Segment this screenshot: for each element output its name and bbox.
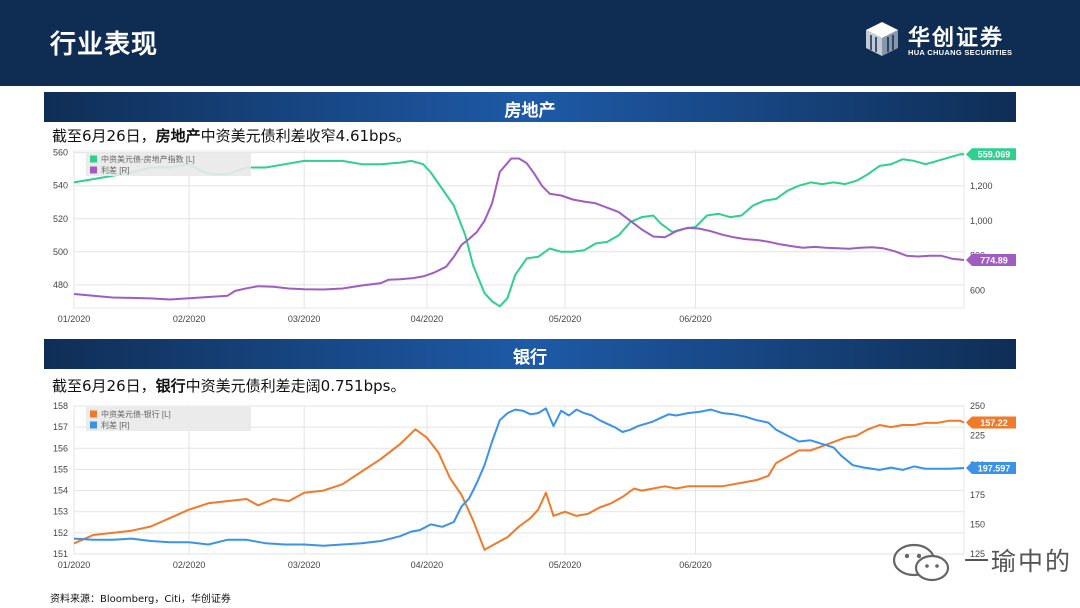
logo-subtitle: HUA CHUANG SECURITIES	[908, 48, 1013, 57]
legend-bg	[86, 407, 251, 431]
right-tick-label: 1,000	[970, 216, 993, 226]
x-tick-label: 04/2020	[411, 314, 444, 324]
watermark-text: 一瑜中的	[964, 547, 1073, 576]
summary-prefix: 截至6月26日，	[52, 377, 156, 395]
page-title: 行业表现	[50, 30, 159, 60]
summary-highlight: 房地产	[155, 127, 201, 145]
wechat-watermark: 一瑜中的	[888, 540, 1070, 586]
brand-logo: 华创证券 HUA CHUANG SECURITIES	[862, 18, 1022, 62]
legend-label: 利差 [R]	[101, 420, 129, 430]
end-value-tag-bg	[966, 148, 1016, 161]
wechat-icon	[892, 543, 950, 582]
summary-bank: 截至6月26日，银行中资美元债利差走阔0.751bps。	[52, 375, 405, 396]
legend-label: 中资美元债-银行 [L]	[101, 409, 171, 419]
right-tick-label: 250	[970, 401, 985, 411]
x-tick-label: 06/2020	[679, 560, 712, 570]
left-tick-label: 560	[53, 148, 68, 158]
end-value-tag-bg	[966, 254, 1016, 267]
left-tick-label: 158	[53, 401, 68, 411]
legend-swatch	[90, 155, 97, 163]
summary-prefix: 截至6月26日，	[52, 127, 156, 145]
legend-label: 利差 [R]	[101, 165, 129, 175]
legend-swatch	[90, 421, 97, 429]
summary-real-estate: 截至6月26日，房地产中资美元债利差收窄4.61bps。	[52, 125, 411, 146]
x-tick-label: 05/2020	[549, 314, 582, 324]
section-title-bank: 银行	[513, 348, 547, 368]
series-line-2	[73, 407, 965, 547]
left-tick-label: 520	[53, 214, 68, 224]
cube-logo-icon	[866, 22, 898, 56]
logo-name: 华创证券	[908, 26, 1005, 51]
end-value-label: 157.22	[980, 418, 1008, 428]
chart-bank-svg: 1581571561551541531521512502252001751501…	[44, 398, 1016, 580]
section-title-real-estate: 房地产	[504, 101, 556, 121]
plot-area	[73, 150, 965, 309]
right-tick-label: 225	[970, 431, 985, 441]
section-band-bank: 银行	[44, 339, 1016, 369]
left-tick-label: 155	[53, 464, 68, 474]
header-bar: 行业表现 华创证券 HUA CHUANG SECURITIES	[0, 0, 1080, 86]
end-value-tag-2: 774.89	[966, 254, 1016, 267]
left-tick-label: 154	[53, 486, 68, 496]
chart-legend: 中资美元债-银行 [L]利差 [R]	[86, 407, 251, 431]
end-value-tag-2: 197.597	[966, 462, 1016, 475]
x-tick-label: 02/2020	[173, 314, 206, 324]
legend-label: 中资美元债-房地产指数 [L]	[101, 154, 195, 164]
legend-bg	[86, 152, 251, 176]
end-value-label: 774.89	[980, 256, 1008, 266]
right-tick-label: 175	[970, 490, 985, 500]
summary-suffix: 中资美元债利差收窄4.61bps。	[200, 127, 411, 145]
end-value-tag-bg	[966, 462, 1016, 475]
end-value-label: 197.597	[978, 464, 1011, 474]
x-tick-label: 04/2020	[411, 560, 444, 570]
end-value-tag-1: 157.22	[966, 416, 1016, 429]
end-value-tag-1: 559.069	[966, 148, 1016, 161]
x-tick-label: 03/2020	[288, 560, 321, 570]
right-tick-label: 600	[970, 286, 985, 296]
series-line-2	[73, 157, 965, 301]
end-value-tag-bg	[966, 416, 1016, 429]
x-tick-label: 05/2020	[549, 560, 582, 570]
left-tick-label: 540	[53, 181, 68, 191]
chart-legend: 中资美元债-房地产指数 [L]利差 [R]	[86, 152, 251, 176]
left-tick-label: 153	[53, 507, 68, 517]
x-tick-label: 01/2020	[58, 314, 91, 324]
chart-bank: 1581571561551541531521512502252001751501…	[44, 398, 1016, 580]
series-line-1	[73, 419, 965, 551]
source-note: 资料来源：Bloomberg，Citi，华创证券	[50, 594, 231, 605]
left-tick-label: 152	[53, 528, 68, 538]
chart-real-estate: 5605405205004801,2001,00080060001/202002…	[44, 146, 1016, 326]
left-tick-label: 151	[53, 549, 68, 559]
x-tick-label: 03/2020	[288, 314, 321, 324]
left-tick-label: 157	[53, 422, 68, 432]
x-tick-label: 01/2020	[58, 560, 91, 570]
right-tick-label: 1,200	[970, 181, 993, 191]
x-tick-label: 02/2020	[173, 560, 206, 570]
summary-highlight: 银行	[155, 377, 186, 395]
left-tick-label: 156	[53, 443, 68, 453]
end-value-label: 559.069	[978, 150, 1011, 160]
series-line-1	[73, 153, 965, 308]
legend-swatch	[90, 410, 97, 418]
left-tick-label: 480	[53, 280, 68, 290]
left-tick-label: 500	[53, 247, 68, 257]
chart-real-estate-svg: 5605405205004801,2001,00080060001/202002…	[44, 146, 1016, 326]
section-band-real-estate: 房地产	[44, 92, 1016, 122]
summary-suffix: 中资美元债利差走阔0.751bps。	[185, 377, 406, 395]
right-tick-label: 150	[970, 519, 985, 529]
legend-swatch	[90, 166, 97, 174]
right-tick-label: 125	[970, 549, 985, 559]
x-tick-label: 06/2020	[679, 314, 712, 324]
